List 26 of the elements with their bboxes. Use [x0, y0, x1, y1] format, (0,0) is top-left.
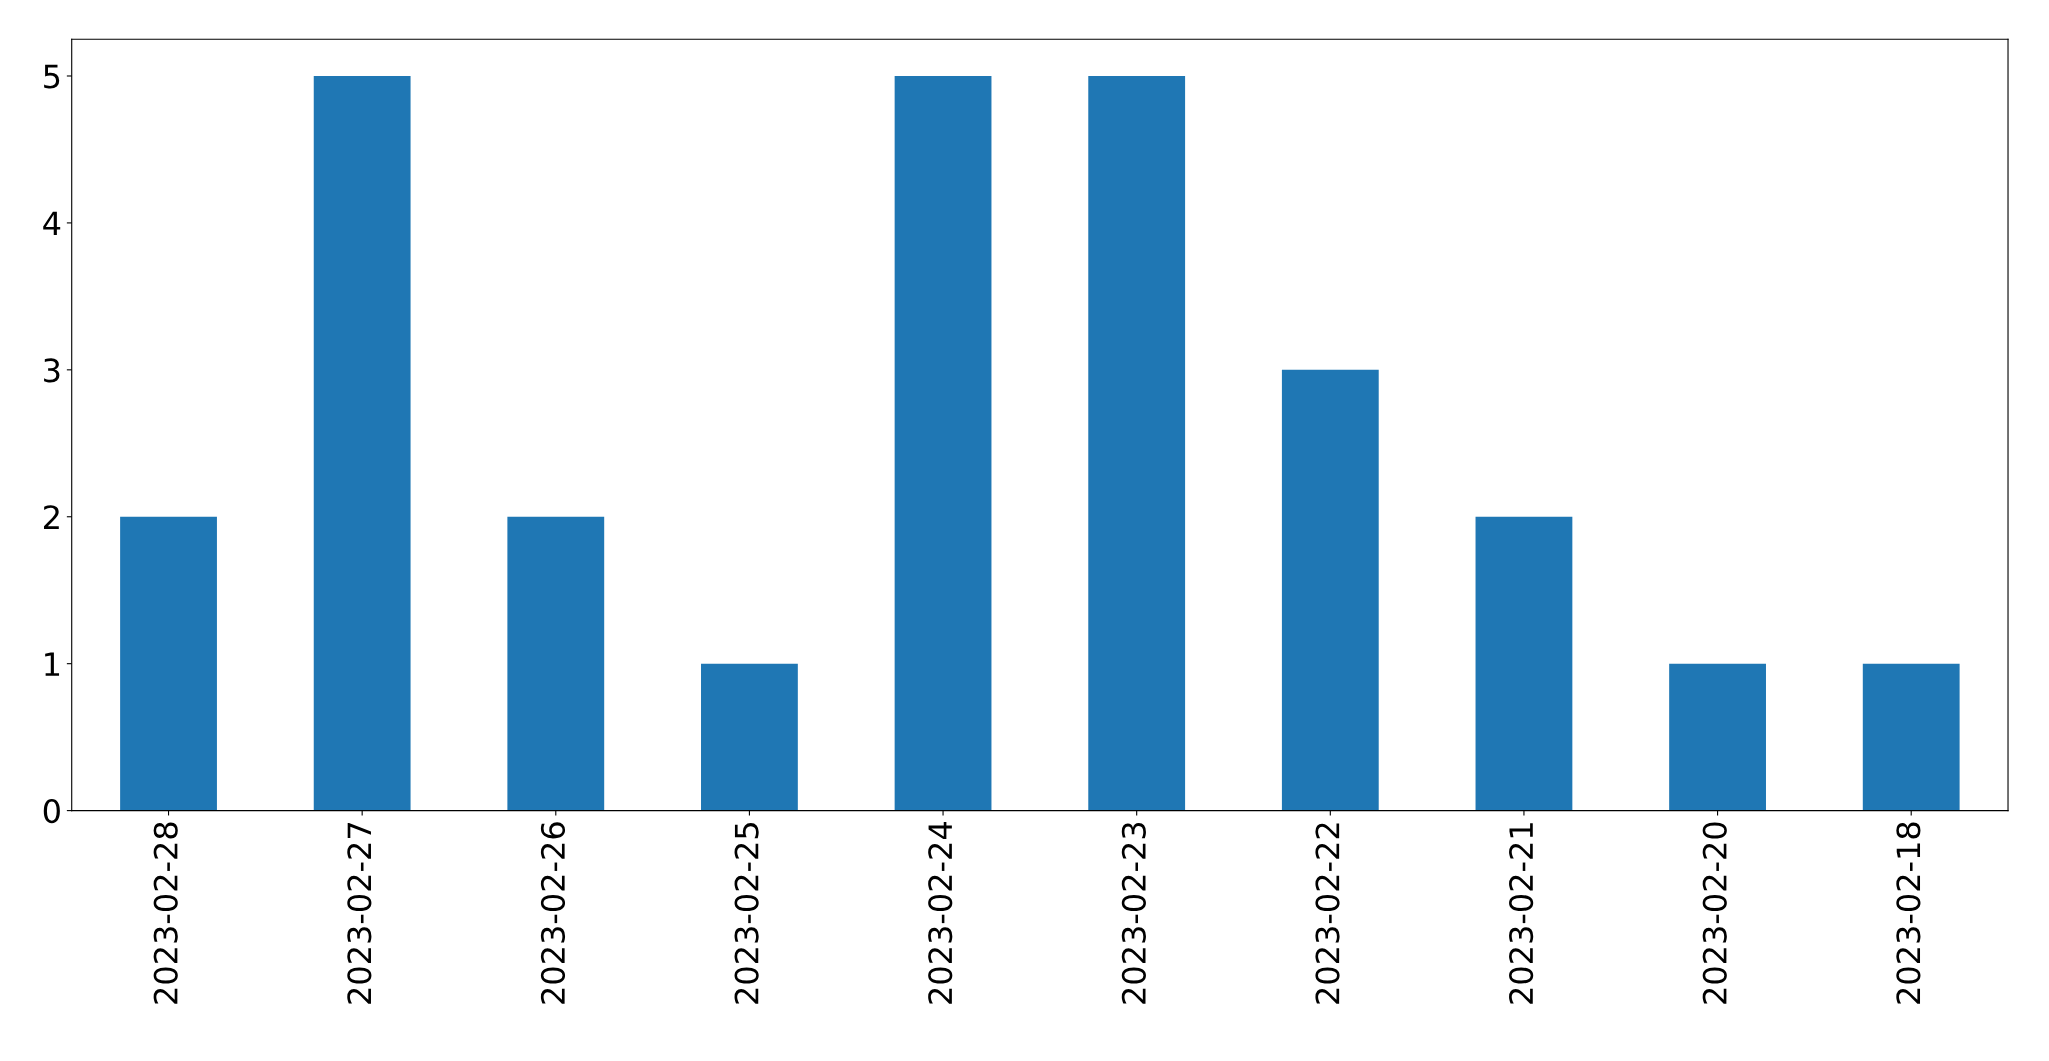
y-tick-label: 3 [44, 358, 60, 383]
y-tick-label: 5 [44, 64, 60, 89]
bar [1669, 663, 1766, 811]
x-tick-label: 2023-02-26 [540, 822, 566, 1004]
x-tick-label: 2023-02-21 [1509, 823, 1534, 1004]
x-tick-label: 2023-02-28 [153, 822, 178, 1004]
y-tick-label: 0 [43, 799, 60, 824]
bar [120, 516, 217, 811]
bar [701, 663, 798, 811]
bar [313, 75, 411, 811]
y-tick-label: 2 [44, 505, 59, 529]
bar [507, 516, 605, 811]
y-tick-label: 1 [45, 652, 60, 676]
bar [1088, 75, 1186, 811]
x-tick-label: 2023-02-27 [347, 823, 372, 1004]
bar [1281, 369, 1379, 811]
x-tick-label: 2023-02-20 [1702, 822, 1727, 1004]
bar [894, 75, 992, 811]
x-tick-label: 2023-02-23 [1121, 822, 1146, 1004]
y-tick-label: 4 [43, 211, 61, 236]
bar [1862, 663, 1960, 811]
x-tick-label: 2023-02-22 [1315, 823, 1340, 1004]
x-tick-label: 2023-02-24 [928, 822, 953, 1004]
x-tick-label: 2023-02-18 [1896, 822, 1921, 1004]
bar [1475, 516, 1573, 811]
x-tick-label: 2023-02-25 [734, 823, 759, 1004]
